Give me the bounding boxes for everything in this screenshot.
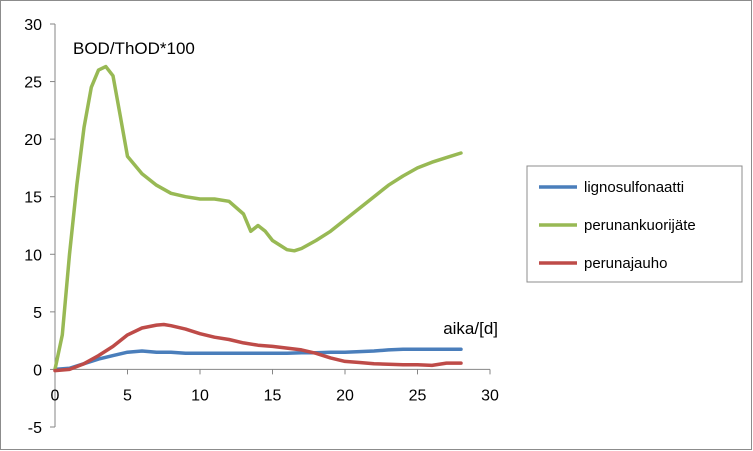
x-tick-label: 5 bbox=[123, 387, 132, 404]
y-tick-label: 0 bbox=[33, 362, 42, 379]
y-tick-label: 5 bbox=[33, 305, 42, 322]
x-axis-title: aika/[d] bbox=[443, 319, 498, 338]
x-tick-label: 25 bbox=[409, 387, 427, 404]
x-tick-label: 20 bbox=[336, 387, 354, 404]
legend: lignosulfonaatti perunankuorijäte perunaja… bbox=[526, 165, 743, 283]
y-tick-label: 15 bbox=[24, 190, 42, 207]
legend-label: perunankuorijäte bbox=[584, 217, 696, 234]
series-line-perunankuorijäte bbox=[53, 64, 463, 372]
y-tick-label: 25 bbox=[24, 75, 42, 92]
axes: -5 0 5 10 15 20 25 30 0 5 10 15 20 25 30 bbox=[24, 17, 499, 437]
y-axis-title: BOD/ThOD*100 bbox=[73, 39, 195, 58]
legend-label: perunajauho bbox=[584, 255, 667, 272]
y-tick-label: 20 bbox=[24, 132, 42, 149]
x-tick-label: 10 bbox=[191, 387, 209, 404]
x-tick-label: 30 bbox=[481, 387, 499, 404]
legend-label: lignosulfonaatti bbox=[584, 179, 684, 196]
series-line-perunajauho bbox=[53, 322, 463, 373]
y-tick-label: -5 bbox=[28, 420, 42, 437]
y-tick-label: 10 bbox=[24, 247, 42, 264]
series-lines bbox=[53, 64, 463, 373]
x-tick-label: 0 bbox=[51, 387, 60, 404]
x-tick-label: 15 bbox=[264, 387, 282, 404]
y-tick-label: 30 bbox=[24, 17, 42, 34]
